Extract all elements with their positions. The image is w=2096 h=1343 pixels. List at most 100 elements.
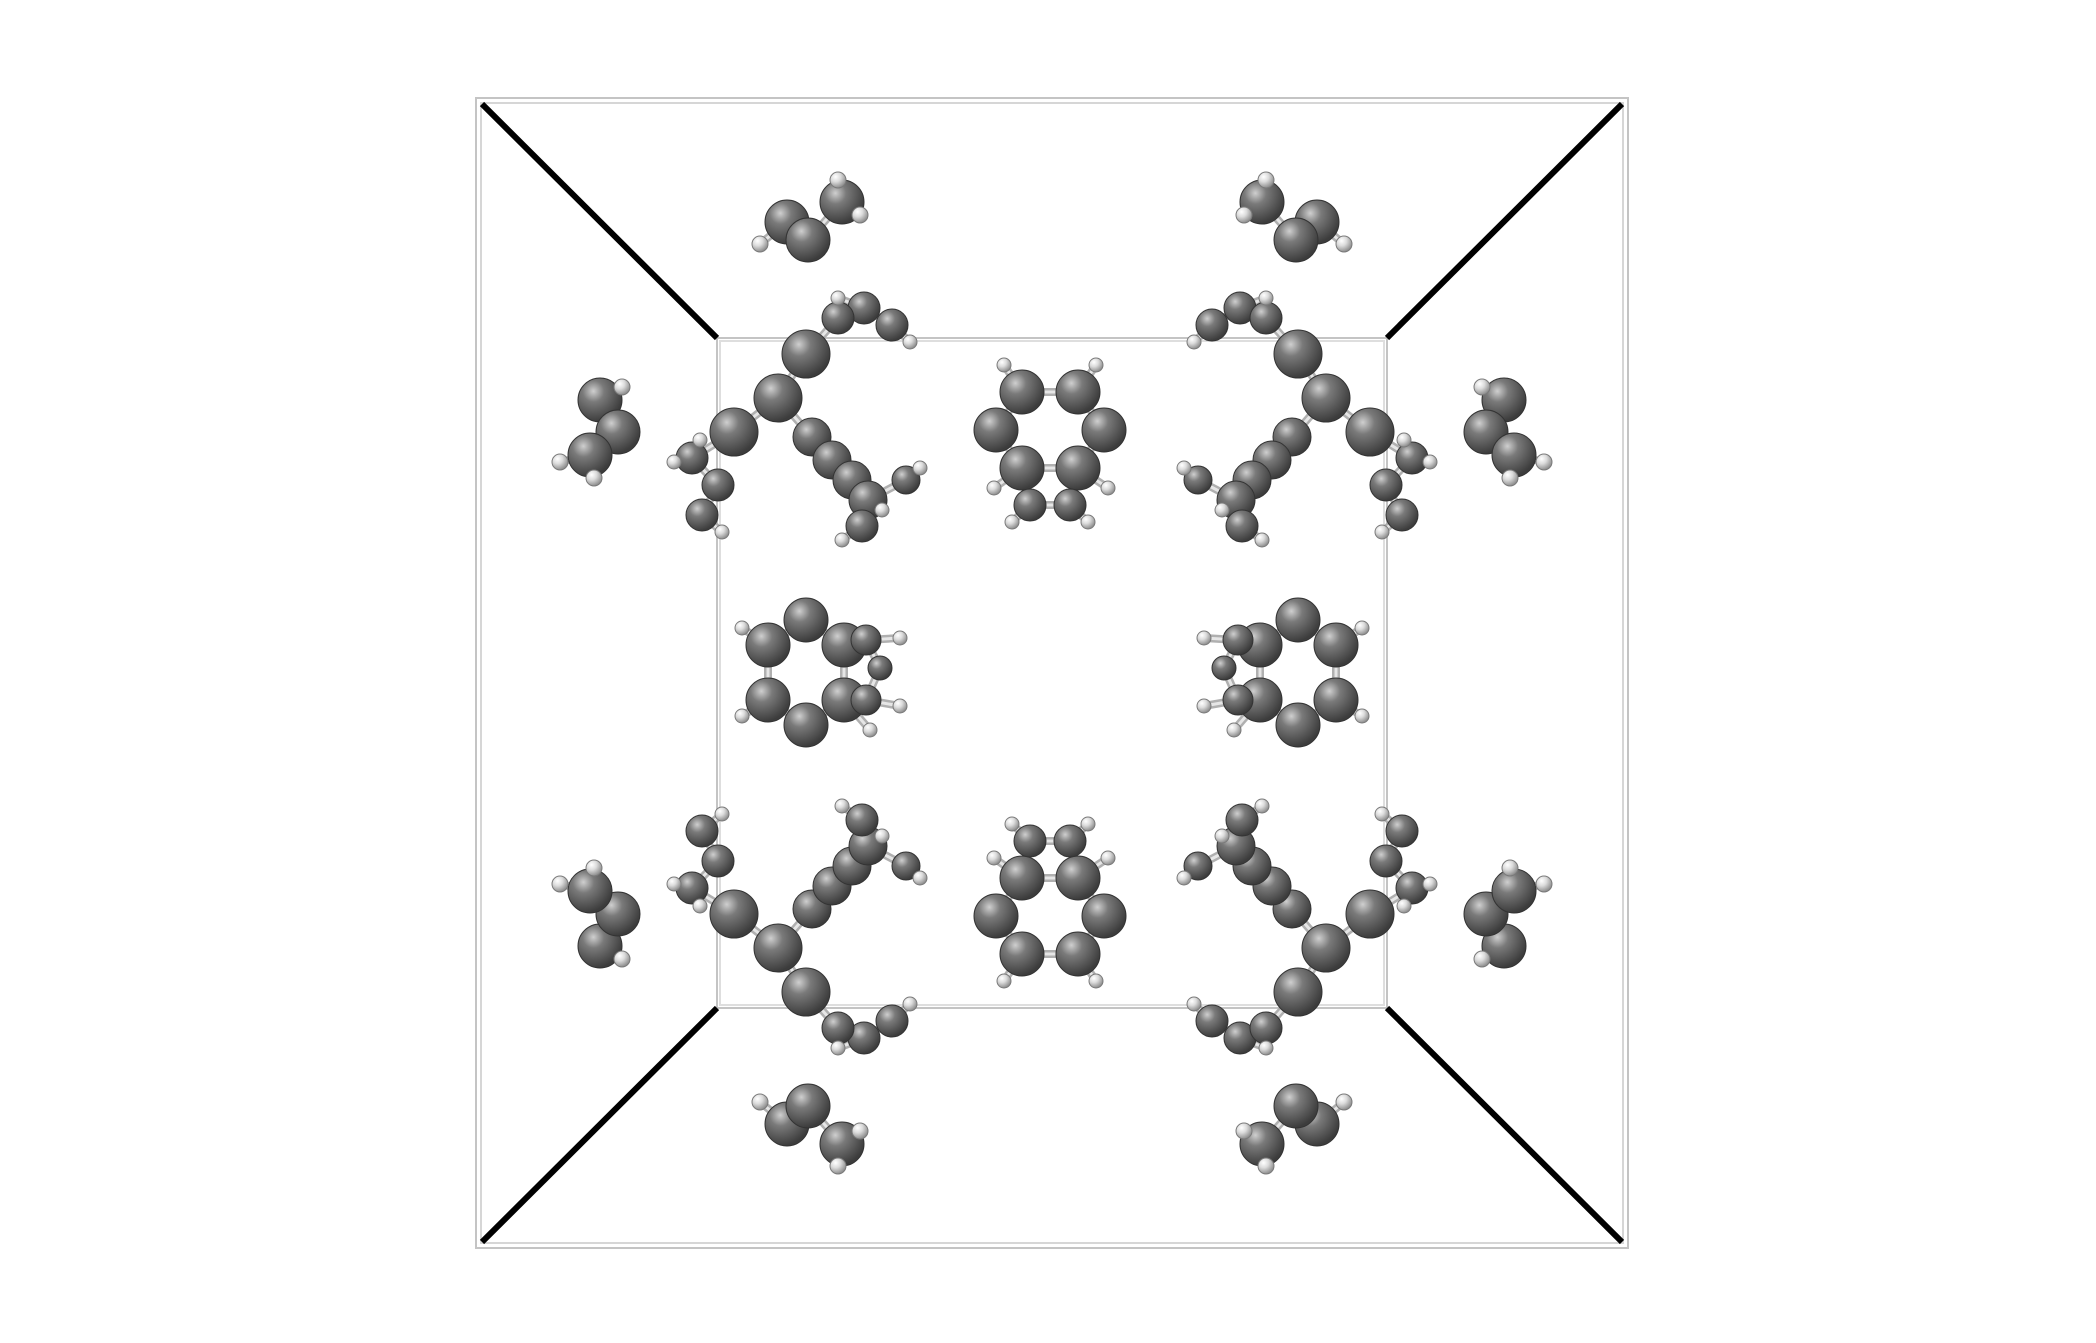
hydrogen-atom (1100, 480, 1116, 496)
cell-outer-edge-inner (480, 102, 1624, 1244)
hydrogen-atom (829, 1157, 847, 1175)
carbon-atom (1369, 468, 1403, 502)
carbon-atom (781, 329, 831, 379)
hydrogen-atom (830, 1040, 846, 1056)
carbon-atom (1345, 889, 1395, 939)
hydrogen-atom (1176, 870, 1192, 886)
carbon-atom (783, 702, 829, 748)
carbon-atom (1273, 217, 1319, 263)
carbon-atom (891, 465, 921, 495)
hydrogen-atom (874, 828, 890, 844)
carbon-atom (1053, 824, 1087, 858)
carbon-atom (1491, 432, 1537, 478)
hydrogen-atom (1004, 816, 1020, 832)
cell-outer-edge (475, 97, 1629, 1249)
carbon-atom (821, 301, 855, 335)
carbon-atom (567, 432, 613, 478)
carbon-atom (999, 931, 1045, 977)
carbon-atom (785, 217, 831, 263)
hydrogen-atom (1235, 206, 1253, 224)
carbon-atom (973, 407, 1019, 453)
hydrogen-atom (714, 524, 730, 540)
hydrogen-atom (1254, 532, 1270, 548)
hydrogen-atom (912, 870, 928, 886)
carbon-atom (709, 407, 759, 457)
hydrogen-atom (1186, 334, 1202, 350)
carbon-atom (685, 498, 719, 532)
carbon-atom (850, 624, 882, 656)
hydrogen-atom (1396, 432, 1412, 448)
cell-diagonal-top-left (479, 101, 720, 341)
hydrogen-atom (996, 357, 1012, 373)
carbon-atom (1273, 1083, 1319, 1129)
hydrogen-atom (902, 334, 918, 350)
hydrogen-atom (834, 798, 850, 814)
carbon-atom (745, 622, 791, 668)
hydrogen-atom (834, 532, 850, 548)
carbon-atom (1055, 855, 1101, 901)
carbon-atom (1013, 488, 1047, 522)
carbon-atom (1183, 851, 1213, 881)
hydrogen-atom (666, 876, 682, 892)
hydrogen-atom (692, 898, 708, 914)
carbon-atom (1313, 622, 1359, 668)
hydrogen-atom (1374, 806, 1390, 822)
carbon-atom (875, 308, 909, 342)
hydrogen-atom (986, 480, 1002, 496)
hydrogen-atom (1535, 875, 1553, 893)
cell-back-face (716, 337, 1388, 1009)
carbon-atom (783, 597, 829, 643)
hydrogen-atom (851, 1122, 869, 1140)
carbon-atom (1369, 844, 1403, 878)
hydrogen-atom (692, 432, 708, 448)
carbon-atom (685, 814, 719, 848)
carbon-atom (1313, 677, 1359, 723)
hydrogen-atom (1186, 996, 1202, 1012)
hydrogen-atom (1214, 502, 1230, 518)
hydrogen-atom (734, 620, 750, 636)
hydrogen-atom (1473, 950, 1491, 968)
hydrogen-atom (986, 850, 1002, 866)
hydrogen-atom (1422, 876, 1438, 892)
hydrogen-atom (1226, 722, 1242, 738)
carbon-atom (1491, 868, 1537, 914)
carbon-atom (1013, 824, 1047, 858)
carbon-atom (1385, 498, 1419, 532)
carbon-atom (1345, 407, 1395, 457)
carbon-atom (999, 369, 1045, 415)
hydrogen-atom (830, 290, 846, 306)
cell-diagonal-top-right (1384, 101, 1625, 341)
carbon-atom (675, 871, 709, 905)
carbon-atom (1275, 702, 1321, 748)
hydrogen-atom (1354, 708, 1370, 724)
hydrogen-atom (666, 454, 682, 470)
carbon-atom (1225, 803, 1259, 837)
hydrogen-atom (1257, 171, 1275, 189)
hydrogen-atom (1473, 378, 1491, 396)
hydrogen-atom (1501, 859, 1519, 877)
carbon-atom (821, 1011, 855, 1045)
carbon-atom (1222, 684, 1254, 716)
carbon-atom (999, 445, 1045, 491)
hydrogen-atom (613, 378, 631, 396)
hydrogen-atom (851, 206, 869, 224)
hydrogen-atom (1176, 460, 1192, 476)
hydrogen-atom (874, 502, 890, 518)
hydrogen-atom (1535, 453, 1553, 471)
carbon-atom (701, 844, 735, 878)
carbon-atom (1081, 407, 1127, 453)
hydrogen-atom (1422, 454, 1438, 470)
hydrogen-atom (551, 453, 569, 471)
carbon-atom (1222, 624, 1254, 656)
hydrogen-atom (1501, 469, 1519, 487)
carbon-atom (745, 677, 791, 723)
hydrogen-atom (551, 875, 569, 893)
carbon-atom (1395, 871, 1429, 905)
carbon-atom (753, 923, 803, 973)
carbon-atom (999, 855, 1045, 901)
carbon-atom (701, 468, 735, 502)
hydrogen-atom (585, 469, 603, 487)
hydrogen-atom (912, 460, 928, 476)
hydrogen-atom (1080, 816, 1096, 832)
